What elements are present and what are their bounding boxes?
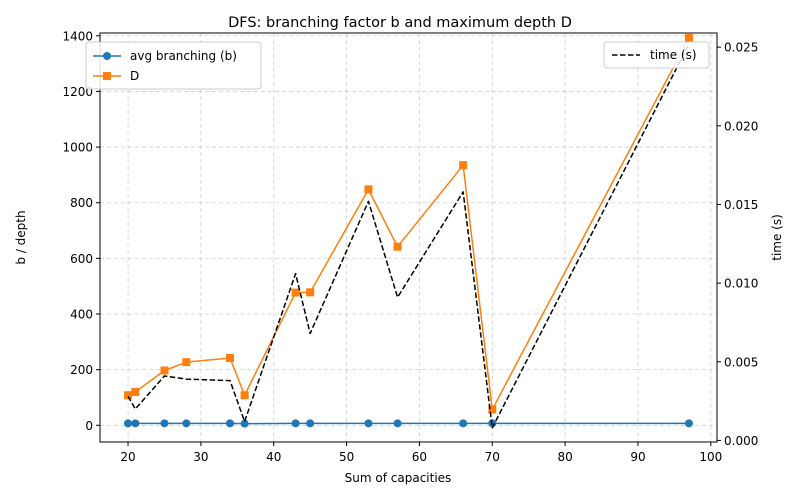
y-tick-label-left: 400 — [70, 308, 93, 322]
y-axis-label-left: b / depth — [14, 210, 28, 264]
series-depth-point — [459, 161, 467, 169]
series-branching-point — [459, 419, 467, 427]
x-tick-label: 30 — [193, 450, 208, 464]
y-tick-label-left: 800 — [70, 196, 93, 210]
x-tick-label: 40 — [266, 450, 281, 464]
x-tick-label: 70 — [485, 450, 500, 464]
x-tick-label: 100 — [699, 450, 722, 464]
x-tick-label: 50 — [339, 450, 354, 464]
legend-left: avg branching (b) D — [86, 42, 261, 89]
y-tick-label-right: 0.005 — [724, 355, 758, 369]
series-branching-point — [131, 419, 139, 427]
y-tick-label-left: 1000 — [62, 141, 93, 155]
y-tick-label-right: 0.000 — [724, 434, 758, 448]
series-depth-point — [685, 34, 693, 42]
series-depth-line — [128, 38, 689, 409]
chart-title: DFS: branching factor b and maximum dept… — [228, 15, 572, 31]
series-branching — [124, 419, 693, 427]
series-time-line — [128, 44, 689, 428]
legend-depth-marker — [103, 72, 111, 80]
series-branching-point — [364, 419, 372, 427]
series-layer — [124, 34, 693, 428]
y-tick-label-right: 0.020 — [724, 119, 758, 133]
series-depth-point — [241, 391, 249, 399]
series-depth-point — [182, 358, 190, 366]
x-tick-label: 80 — [557, 450, 572, 464]
legend-branching-label: avg branching (b) — [130, 49, 237, 63]
series-branching-point — [124, 419, 132, 427]
series-depth — [124, 34, 693, 413]
series-branching-point — [160, 419, 168, 427]
y-tick-label-left: 600 — [70, 252, 93, 266]
y-tick-label-right: 0.015 — [724, 198, 758, 212]
x-tick-label: 60 — [412, 450, 427, 464]
series-depth-point — [226, 354, 234, 362]
x-tick-label: 20 — [120, 450, 135, 464]
x-axis: 20 30 40 50 60 70 80 90 100 — [120, 442, 722, 464]
y-tick-label-right: 0.010 — [724, 277, 758, 291]
y-axis-right: 0.000 0.005 0.010 0.015 0.020 0.025 — [717, 41, 758, 448]
plot-frame — [100, 33, 717, 442]
legend-branching-marker — [103, 52, 111, 60]
legend-depth-label: D — [130, 69, 139, 83]
series-depth-point — [131, 388, 139, 396]
y-tick-label-right: 0.025 — [724, 41, 758, 55]
y-tick-label-left: 200 — [70, 363, 93, 377]
series-depth-point — [364, 185, 372, 193]
series-branching-point — [292, 419, 300, 427]
series-branching-point — [306, 419, 314, 427]
series-time — [128, 44, 689, 428]
series-depth-point — [160, 366, 168, 374]
series-depth-point — [292, 289, 300, 297]
x-axis-label: Sum of capacities — [345, 471, 452, 485]
series-depth-point — [306, 288, 314, 296]
grid-lines — [100, 33, 717, 442]
x-tick-label: 90 — [630, 450, 645, 464]
series-branching-point — [226, 419, 234, 427]
series-depth-point — [124, 391, 132, 399]
y-axis-label-right: time (s) — [770, 214, 784, 261]
y-tick-label-left: 1400 — [62, 29, 93, 43]
legend-right: time (s) — [604, 42, 709, 68]
series-depth-point — [394, 243, 402, 251]
legend-time-label: time (s) — [650, 48, 697, 62]
series-branching-point — [394, 419, 402, 427]
series-branching-point — [182, 419, 190, 427]
y-tick-label-left: 0 — [85, 419, 93, 433]
series-branching-point — [685, 419, 693, 427]
